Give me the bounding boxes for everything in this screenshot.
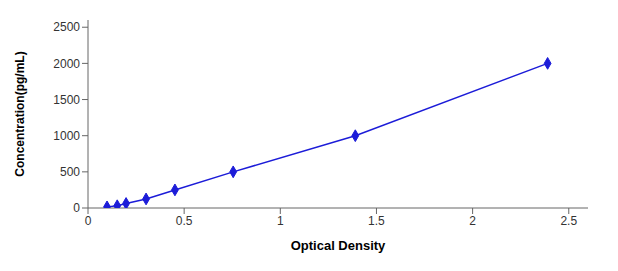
svg-text:0.5: 0.5 bbox=[176, 214, 193, 228]
svg-text:0: 0 bbox=[85, 214, 92, 228]
svg-text:1.5: 1.5 bbox=[368, 214, 385, 228]
svg-text:2500: 2500 bbox=[53, 20, 80, 34]
svg-text:500: 500 bbox=[60, 165, 80, 179]
svg-text:Concentration(pg/mL): Concentration(pg/mL) bbox=[13, 51, 27, 176]
svg-text:1: 1 bbox=[277, 214, 284, 228]
svg-text:2: 2 bbox=[469, 214, 476, 228]
svg-text:Optical Density: Optical Density bbox=[291, 238, 386, 253]
svg-text:2000: 2000 bbox=[53, 57, 80, 71]
svg-text:1000: 1000 bbox=[53, 129, 80, 143]
svg-text:0: 0 bbox=[73, 201, 80, 215]
svg-text:1500: 1500 bbox=[53, 93, 80, 107]
svg-text:2.5: 2.5 bbox=[560, 214, 577, 228]
